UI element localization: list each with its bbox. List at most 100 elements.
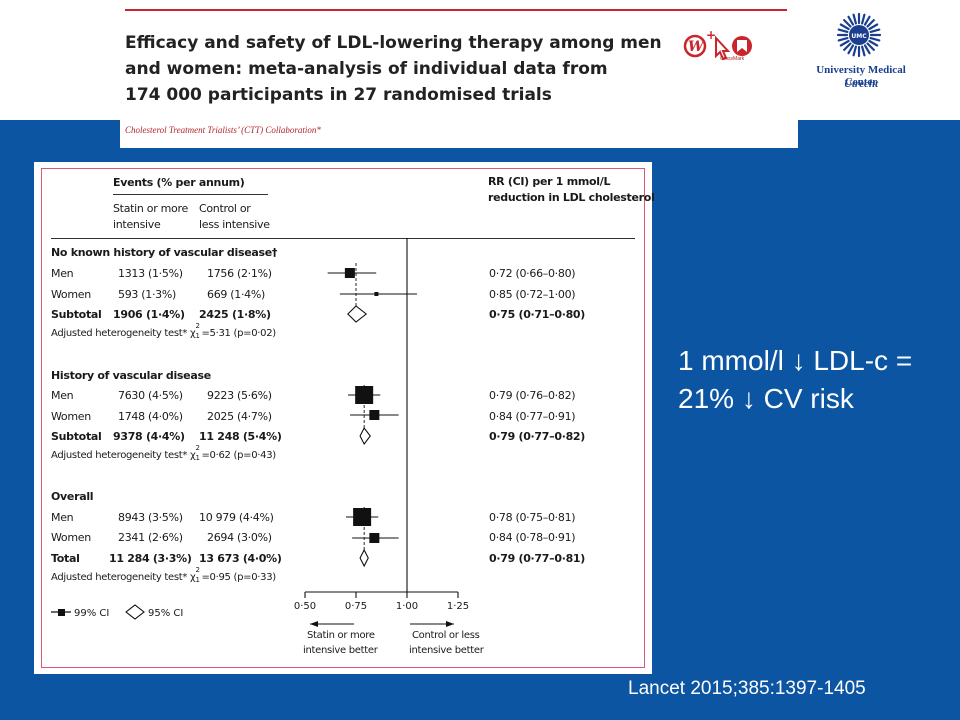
row-statin-events: 1748 (4·0%) <box>118 410 183 423</box>
sun-ray <box>863 44 871 55</box>
col-control-line2: less intensive <box>199 218 270 231</box>
chi-sup: 2 <box>195 566 200 574</box>
row-label: Subtotal <box>51 308 102 321</box>
row-label: Women <box>51 288 91 301</box>
row-rr-value: 0·79 (0·76–0·82) <box>489 389 576 402</box>
chi-sub: 1 <box>195 332 200 340</box>
sun-ray <box>843 19 852 28</box>
effect-diamond <box>359 548 369 568</box>
x-tick-label: 0·75 <box>345 601 367 612</box>
plus-icon: + <box>706 30 716 42</box>
sun-ray <box>852 45 857 57</box>
effect-square <box>369 410 380 420</box>
heterogeneity-test: Adjusted heterogeneity test* χ21​=5·31 (… <box>51 322 276 340</box>
group-heading: History of vascular disease <box>51 369 211 382</box>
row-label: Women <box>51 410 91 423</box>
cursor-icon <box>715 35 731 61</box>
svg-text:W: W <box>688 39 705 55</box>
row-statin-events: 593 (1·3%) <box>118 288 177 301</box>
row-statin-events: 9378 (4·4%) <box>113 430 185 443</box>
heterogeneity-result: =5·31 (p=0·02) <box>201 328 276 339</box>
title-line: 174 000 participants in 27 randomised tr… <box>125 85 552 105</box>
favours-right-line2: intensive better <box>409 645 484 656</box>
group-heading: Overall <box>51 490 94 503</box>
chi-sup: 2 <box>195 444 200 452</box>
figure-border <box>41 168 645 668</box>
row-statin-events: 2341 (2·6%) <box>118 531 183 544</box>
row-control-events: 669 (1·4%) <box>207 288 266 301</box>
forest-plot-figure <box>34 162 652 674</box>
row-rr-value: 0·72 (0·66–0·80) <box>489 267 576 280</box>
sun-ray <box>869 28 881 33</box>
institution-city: Utrecht <box>843 78 879 90</box>
chi-sub: 1 <box>195 576 200 584</box>
umc-logo: UMC <box>836 12 882 58</box>
row-control-events: 2025 (4·7%) <box>207 410 272 423</box>
umc-logo-text: UMC <box>851 33 867 40</box>
row-control-events: 2425 (1·8%) <box>199 308 271 321</box>
title-line: Efficacy and safety of LDL-lowering ther… <box>125 33 662 53</box>
col-statin-line2: intensive <box>113 218 161 231</box>
row-statin-events: 1906 (1·4%) <box>113 308 185 321</box>
key-message-line2: 21% ↓ CV risk <box>678 383 854 414</box>
group-heading: No known history of vascular disease† <box>51 246 278 259</box>
heterogeneity-result: =0·95 (p=0·33) <box>201 572 276 583</box>
row-label: Men <box>51 267 74 280</box>
sun-ray <box>861 13 866 25</box>
sun-rays-icon <box>836 12 882 58</box>
favours-right-line1: Control or less <box>412 630 480 641</box>
header-rule <box>125 9 787 11</box>
x-tick-label: 1·00 <box>396 601 418 612</box>
legend-99ci-label: 99% CI <box>74 608 109 619</box>
row-statin-events: 1313 (1·5%) <box>118 267 183 280</box>
open-access-icon <box>683 34 707 58</box>
row-control-events: 9223 (5·6%) <box>207 389 272 402</box>
key-message: 1 mmol/l ↓ LDL-c = 21% ↓ CV risk <box>678 342 912 418</box>
col-statin-line1: Statin or more <box>113 202 188 215</box>
row-rr-value: 0·75 (0·71–0·80) <box>489 308 586 321</box>
crossmark-label: CrossMark <box>720 56 745 62</box>
title-line: and women: meta-analysis of individual d… <box>125 59 608 79</box>
sun-ray <box>868 39 879 47</box>
legend-99ci-square <box>58 609 65 616</box>
legend-95ci-diamond <box>125 604 145 620</box>
favours-left-line2: intensive better <box>303 645 378 656</box>
row-label: Men <box>51 389 74 402</box>
institution-name: University Medical Center <box>816 64 906 88</box>
sun-ray <box>839 39 850 47</box>
effect-square <box>355 386 374 404</box>
sun-ray <box>863 15 871 26</box>
effect-square <box>344 268 355 278</box>
sun-ray <box>869 37 881 42</box>
effect-diamond <box>347 305 368 323</box>
sun-ray <box>866 19 875 28</box>
sun-ray <box>868 23 879 31</box>
paper-header <box>120 0 798 148</box>
row-control-events: 1756 (2·1%) <box>207 267 272 280</box>
row-rr-value: 0·79 (0·77–0·81) <box>489 552 586 565</box>
effect-square <box>374 292 379 296</box>
effect-square <box>353 508 372 526</box>
row-label: Subtotal <box>51 430 102 443</box>
row-label: Total <box>51 552 80 565</box>
heterogeneity-test: Adjusted heterogeneity test* χ21​=0·62 (… <box>51 444 276 462</box>
row-rr-value: 0·79 (0·77–0·82) <box>489 430 586 443</box>
rr-header-line2: reduction in LDL cholesterol <box>488 191 655 204</box>
x-tick-label: 1·25 <box>447 601 469 612</box>
heterogeneity-prefix: Adjusted heterogeneity test* χ <box>51 572 196 583</box>
header-separator <box>51 238 635 239</box>
x-tick-label: 0·50 <box>294 601 316 612</box>
row-rr-value: 0·78 (0·75–0·81) <box>489 511 576 524</box>
legend-95ci-label: 95% CI <box>148 608 183 619</box>
effect-diamond <box>359 426 371 446</box>
row-statin-events: 7630 (4·5%) <box>118 389 183 402</box>
effect-square <box>369 533 380 543</box>
col-control-line1: Control or <box>199 202 251 215</box>
row-control-events: 11 248 (5·4%) <box>199 430 282 443</box>
crossmark-logo: W + <box>683 30 752 61</box>
heterogeneity-test: Adjusted heterogeneity test* χ21​=0·95 (… <box>51 566 276 584</box>
row-rr-value: 0·84 (0·77–0·91) <box>489 410 576 423</box>
citation: Lancet 2015;385:1397-1405 <box>628 678 866 699</box>
sun-ray <box>843 42 852 51</box>
